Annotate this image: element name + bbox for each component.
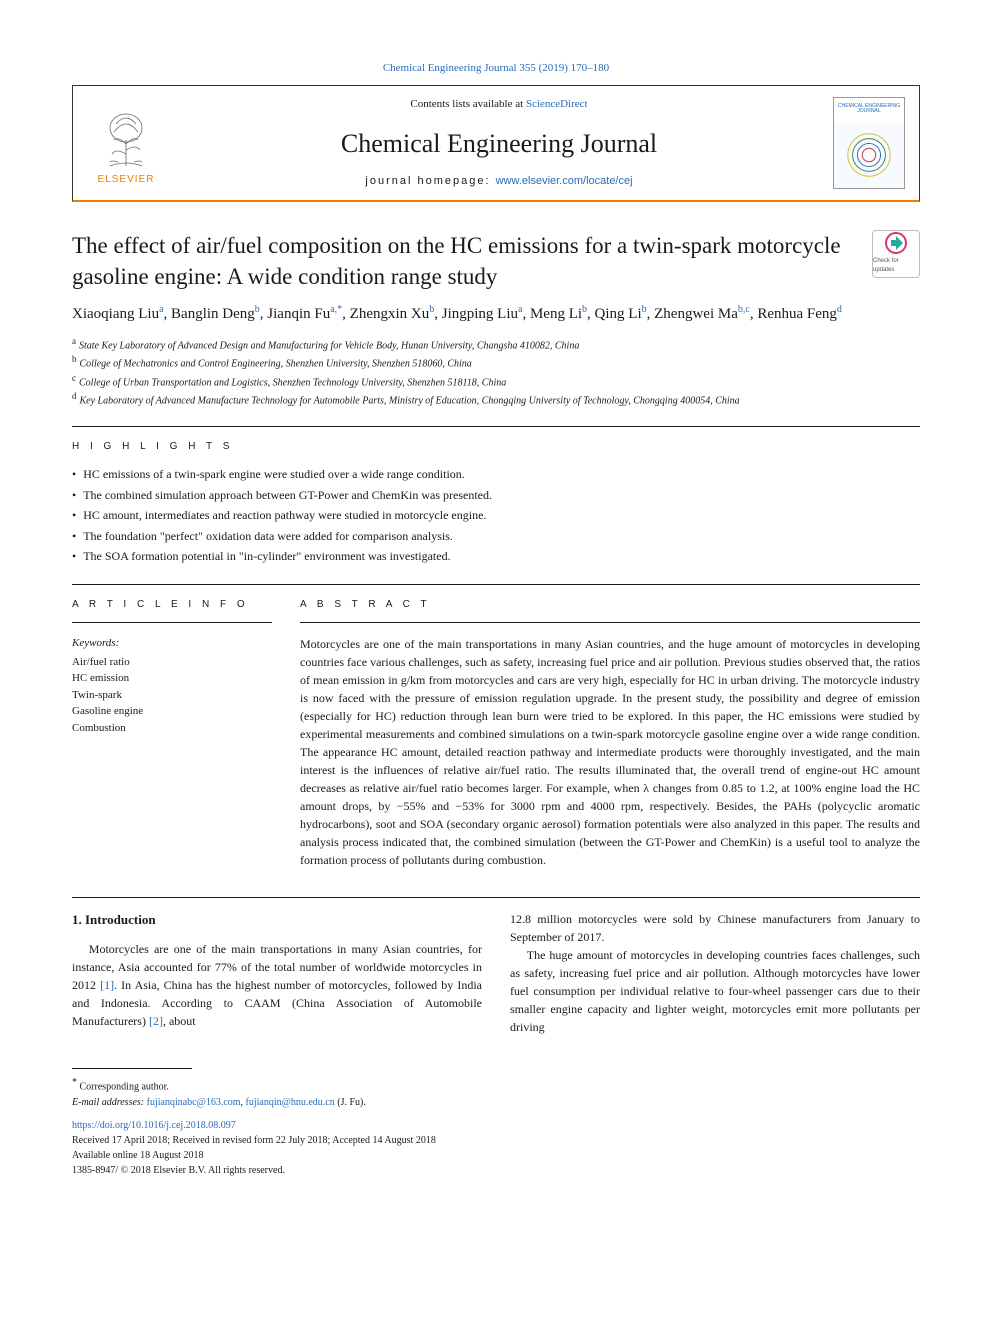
keyword: Air/fuel ratio xyxy=(72,654,272,671)
body-paragraph: 12.8 million motorcycles were sold by Ch… xyxy=(510,910,920,946)
masthead: ELSEVIER Contents lists available at Sci… xyxy=(72,85,920,202)
keywords-list: Air/fuel ratioHC emissionTwin-sparkGasol… xyxy=(72,654,272,737)
rule xyxy=(72,897,920,898)
section-title: Introduction xyxy=(85,912,156,927)
copyright-line: 1385-8947/ © 2018 Elsevier B.V. All righ… xyxy=(72,1163,920,1178)
body-columns: 1. Introduction Motorcycles are one of t… xyxy=(72,910,920,1036)
rule xyxy=(72,584,920,585)
keyword: HC emission xyxy=(72,670,272,687)
affiliations: aState Key Laboratory of Advanced Design… xyxy=(72,335,920,408)
check-updates-badge[interactable]: Check for updates xyxy=(872,230,920,278)
highlight-item: HC emissions of a twin-spark engine were… xyxy=(72,464,920,484)
corresponding-label: Corresponding author. xyxy=(80,1082,169,1093)
top-citation: Chemical Engineering Journal 355 (2019) … xyxy=(72,60,920,77)
homepage-label: journal homepage: xyxy=(365,175,495,187)
citation-link[interactable]: [2] xyxy=(149,1014,163,1028)
rule xyxy=(72,426,920,427)
publisher-name: ELSEVIER xyxy=(98,172,155,187)
email-person: (J. Fu). xyxy=(335,1097,366,1108)
email-line: E-mail addresses: fujianqinabc@163.com, … xyxy=(72,1095,920,1110)
highlights-list: HC emissions of a twin-spark engine were… xyxy=(72,464,920,566)
journal-homepage: journal homepage: www.elsevier.com/locat… xyxy=(183,173,815,190)
updates-badge-icon xyxy=(885,232,907,254)
keyword: Combustion xyxy=(72,720,272,737)
highlight-item: The foundation "perfect" oxidation data … xyxy=(72,526,920,546)
publisher-logo-block: ELSEVIER xyxy=(87,99,165,187)
sciencedirect-link[interactable]: ScienceDirect xyxy=(526,98,588,110)
highlight-item: The SOA formation potential in "in-cylin… xyxy=(72,546,920,566)
abstract-text: Motorcycles are one of the main transpor… xyxy=(300,635,920,869)
highlight-item: HC amount, intermediates and reaction pa… xyxy=(72,505,920,525)
body-paragraph: The huge amount of motorcycles in develo… xyxy=(510,946,920,1036)
highlights-label: H I G H L I G H T S xyxy=(72,439,920,454)
authors-line: Xiaoqiang Liua, Banglin Dengb, Jianqin F… xyxy=(72,302,920,326)
highlight-item: The combined simulation approach between… xyxy=(72,485,920,505)
contents-prefix: Contents lists available at xyxy=(410,98,525,110)
cover-title: CHEMICAL ENGINEERING JOURNAL xyxy=(834,98,904,115)
updates-badge-label: Check for updates xyxy=(873,257,919,275)
rule xyxy=(300,622,920,623)
rule xyxy=(72,622,272,623)
keyword: Gasoline engine xyxy=(72,703,272,720)
keywords-label: Keywords: xyxy=(72,635,272,652)
email-label: E-mail addresses: xyxy=(72,1097,147,1108)
footer: * Corresponding author. E-mail addresses… xyxy=(72,1068,920,1177)
cover-art-icon xyxy=(842,128,896,182)
contents-line: Contents lists available at ScienceDirec… xyxy=(183,96,815,113)
abstract-label: A B S T R A C T xyxy=(300,597,920,612)
body-paragraph: Motorcycles are one of the main transpor… xyxy=(72,940,482,1030)
journal-cover-thumbnail: CHEMICAL ENGINEERING JOURNAL xyxy=(833,97,905,189)
elsevier-tree-icon xyxy=(98,110,154,168)
available-line: Available online 18 August 2018 xyxy=(72,1148,920,1163)
doi-link[interactable]: https://doi.org/10.1016/j.cej.2018.08.09… xyxy=(72,1118,236,1133)
corresponding-note: * Corresponding author. xyxy=(72,1075,920,1094)
citation-link[interactable]: [1] xyxy=(100,978,114,992)
footnote-rule xyxy=(72,1068,192,1069)
article-title: The effect of air/fuel composition on th… xyxy=(72,230,872,292)
email-link[interactable]: fujianqinabc@163.com xyxy=(147,1097,241,1108)
section-heading: 1. Introduction xyxy=(72,910,482,930)
keyword: Twin-spark xyxy=(72,687,272,704)
article-info-label: A R T I C L E I N F O xyxy=(72,597,272,612)
section-number: 1. xyxy=(72,912,82,927)
homepage-link[interactable]: www.elsevier.com/locate/cej xyxy=(496,175,633,187)
email-link[interactable]: fujianqin@hnu.edu.cn xyxy=(246,1097,335,1108)
journal-name: Chemical Engineering Journal xyxy=(183,124,815,163)
received-line: Received 17 April 2018; Received in revi… xyxy=(72,1133,920,1148)
asterisk-icon: * xyxy=(72,1077,77,1088)
